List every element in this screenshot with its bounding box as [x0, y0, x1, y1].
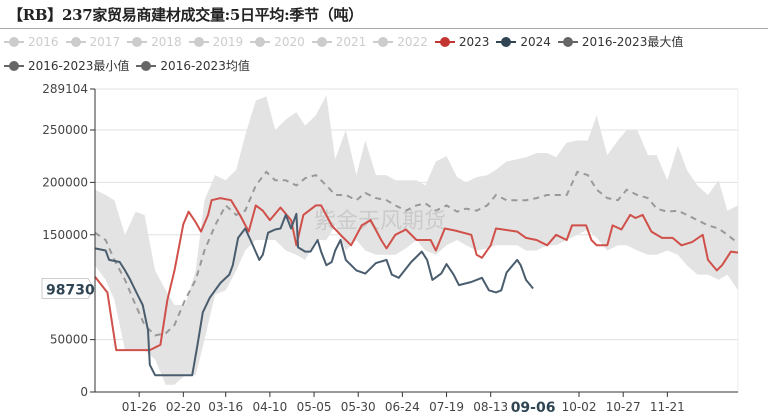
title-divider [0, 28, 768, 29]
legend-item-2017[interactable]: 2017 [65, 31, 121, 53]
series-line-2024 [94, 212, 534, 377]
legend-label: 2016-2023最小值 [28, 59, 130, 73]
x-tick-label: 02-20 [166, 400, 201, 414]
y-tick-label: 200000 [42, 175, 88, 189]
legend-label: 2016 [28, 35, 59, 49]
legend-marker-icon [373, 36, 394, 48]
legend-label: 2017 [89, 35, 121, 49]
legend-item-2019[interactable]: 2019 [188, 31, 244, 53]
legend-marker-icon [4, 36, 24, 48]
min-max-band [95, 95, 738, 385]
x-tick-label: 03-16 [208, 400, 243, 414]
legend-marker-icon [136, 60, 157, 72]
series-line-2023 [94, 197, 739, 352]
y-pointer-label: 98730 [46, 283, 95, 299]
y-tick-label: 289104 [42, 82, 88, 96]
legend-marker-icon [557, 36, 578, 48]
x-tick-label: 05-30 [341, 400, 376, 414]
x-tick-label: 10-27 [606, 400, 641, 414]
x-pointer-label: 09-06 [511, 400, 556, 416]
legend-item-2022[interactable]: 2022 [373, 31, 428, 53]
legend-label: 2016-2023均值 [160, 59, 250, 73]
x-tick-label: 08-13 [473, 400, 508, 414]
legend-item-2016-2023最小值[interactable]: 2016-2023最小值 [4, 55, 129, 77]
legend-label: 2023 [458, 35, 490, 49]
legend-item-2023[interactable]: 2023 [434, 31, 490, 53]
y-pointer-box [41, 278, 95, 300]
legend-marker-icon [311, 36, 332, 48]
legend-label: 2018 [151, 35, 182, 49]
legend-marker-icon [496, 36, 517, 48]
x-tick-label: 04-10 [252, 400, 287, 414]
x-tick-label: 11-21 [650, 400, 685, 414]
y-tick-label: 150000 [42, 228, 88, 242]
legend-item-2024[interactable]: 2024 [496, 31, 551, 53]
legend-marker-icon [127, 36, 148, 48]
chart-title: 【RB】237家贸易商建材成交量:5日平均:季节（吨） [8, 6, 363, 24]
legend-item-2018[interactable]: 2018 [127, 31, 182, 53]
legend-label: 2020 [274, 35, 305, 49]
legend-marker-icon [250, 36, 271, 48]
legend-label: 2016-2023最大值 [581, 35, 684, 49]
legend-item-2016-2023均值[interactable]: 2016-2023均值 [136, 55, 250, 77]
legend-marker-icon [65, 36, 86, 48]
legend-item-2016-2023最大值[interactable]: 2016-2023最大值 [557, 31, 684, 53]
legend-item-2020[interactable]: 2020 [250, 31, 305, 53]
x-tick-label: 06-24 [385, 400, 420, 414]
legend-label: 2024 [520, 35, 551, 49]
y-tick-label: 0 [80, 385, 88, 399]
legend-marker-icon [188, 36, 209, 48]
legend-marker-icon [4, 60, 24, 72]
x-tick-label: 07-19 [429, 400, 464, 414]
x-tick-label: 01-26 [122, 400, 157, 414]
legend: 2016 2017 2018 2019 2020 2021 2022 2023 2024 2016… [4, 31, 764, 79]
x-pointer-box [507, 396, 560, 417]
x-tick-label: 05-05 [297, 400, 332, 414]
y-tick-label: 50000 [50, 333, 88, 347]
legend-label: 2019 [212, 35, 244, 49]
legend-item-2021[interactable]: 2021 [311, 31, 367, 53]
watermark: 紫金天风期货 [314, 209, 446, 234]
legend-label: 2021 [335, 35, 367, 49]
avg-line-2016-2023 [94, 170, 739, 337]
y-tick-label: 250000 [42, 123, 88, 137]
legend-label: 2022 [397, 35, 428, 49]
legend-marker-icon [434, 36, 455, 48]
x-tick-label: 10-02 [562, 400, 597, 414]
legend-item-2016[interactable]: 2016 [4, 31, 59, 53]
